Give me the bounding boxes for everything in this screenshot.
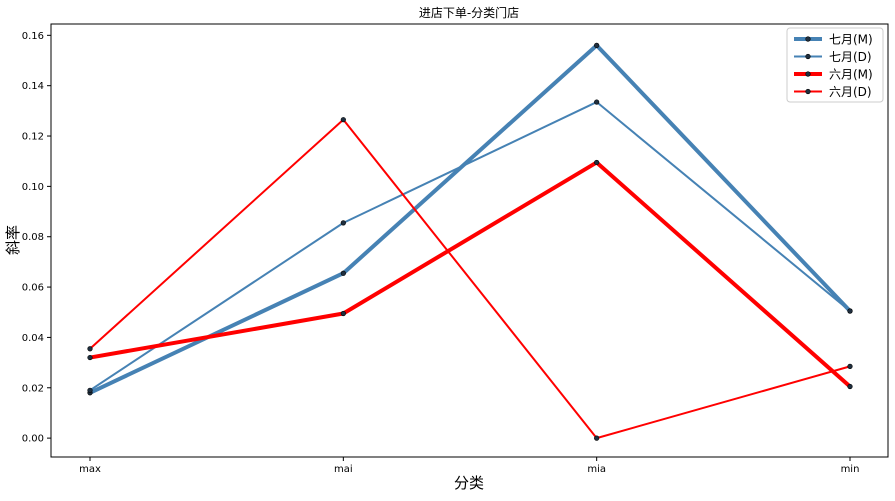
- series-4-point: [340, 117, 346, 123]
- y-tick-label: 0.02: [22, 383, 44, 394]
- series-2-point: [847, 308, 853, 314]
- legend-label: 六月(M): [829, 68, 873, 82]
- series-4-point: [87, 346, 93, 352]
- series-4-point: [847, 363, 853, 369]
- series-line-4: [89, 118, 851, 440]
- plot-frame: [50, 23, 889, 458]
- legend-marker: [805, 36, 811, 42]
- x-tick-label: min: [841, 464, 860, 475]
- legend-marker: [805, 71, 811, 77]
- x-tick-label: max: [79, 464, 101, 475]
- x-axis-label: 分类: [454, 474, 484, 492]
- legend-box: [786, 27, 884, 103]
- legend-marker: [805, 53, 811, 60]
- legend-marker: [805, 88, 811, 95]
- legend-label: 七月(M): [829, 33, 873, 47]
- series-1-point: [594, 42, 600, 48]
- series-1-point: [340, 270, 346, 276]
- y-tick-label: 0.04: [22, 333, 44, 344]
- x-tick-label: mia: [587, 464, 606, 475]
- series-line-1: [89, 43, 852, 395]
- series-line-2: [89, 101, 851, 392]
- series-3-point: [847, 383, 853, 390]
- y-tick-label: 0.10: [22, 182, 44, 193]
- y-tick-label: 0.00: [22, 434, 44, 445]
- series-2-point: [594, 99, 600, 105]
- y-axis-label: 斜率: [4, 225, 22, 255]
- series-3-point: [87, 354, 93, 361]
- y-tick-label: 0.16: [22, 31, 44, 42]
- series-2-point: [340, 220, 346, 226]
- y-tick-label: 0.12: [22, 132, 44, 143]
- series-line-3: [89, 160, 852, 389]
- y-tick-label: 0.14: [22, 81, 44, 92]
- y-tick-label: 0.08: [22, 232, 44, 243]
- series-3-point: [340, 310, 346, 317]
- series-3-point: [594, 159, 600, 166]
- y-tick-label: 0.06: [22, 283, 44, 294]
- x-tick-label: mai: [334, 464, 353, 475]
- legend-label: 七月(D): [829, 50, 872, 64]
- chart-title: 进店下单-分类门店: [419, 5, 519, 20]
- legend-label: 六月(D): [829, 85, 872, 99]
- series-4-point: [594, 435, 600, 441]
- legend: 七月(M) 七月(D) 六月(M) 六月(D): [786, 27, 884, 103]
- plot-area: 0.00 0.02 0.04 0.06 0.08 0.10 0.12 0.14 0.16 max m…: [22, 23, 889, 475]
- series-2-point: [87, 387, 93, 393]
